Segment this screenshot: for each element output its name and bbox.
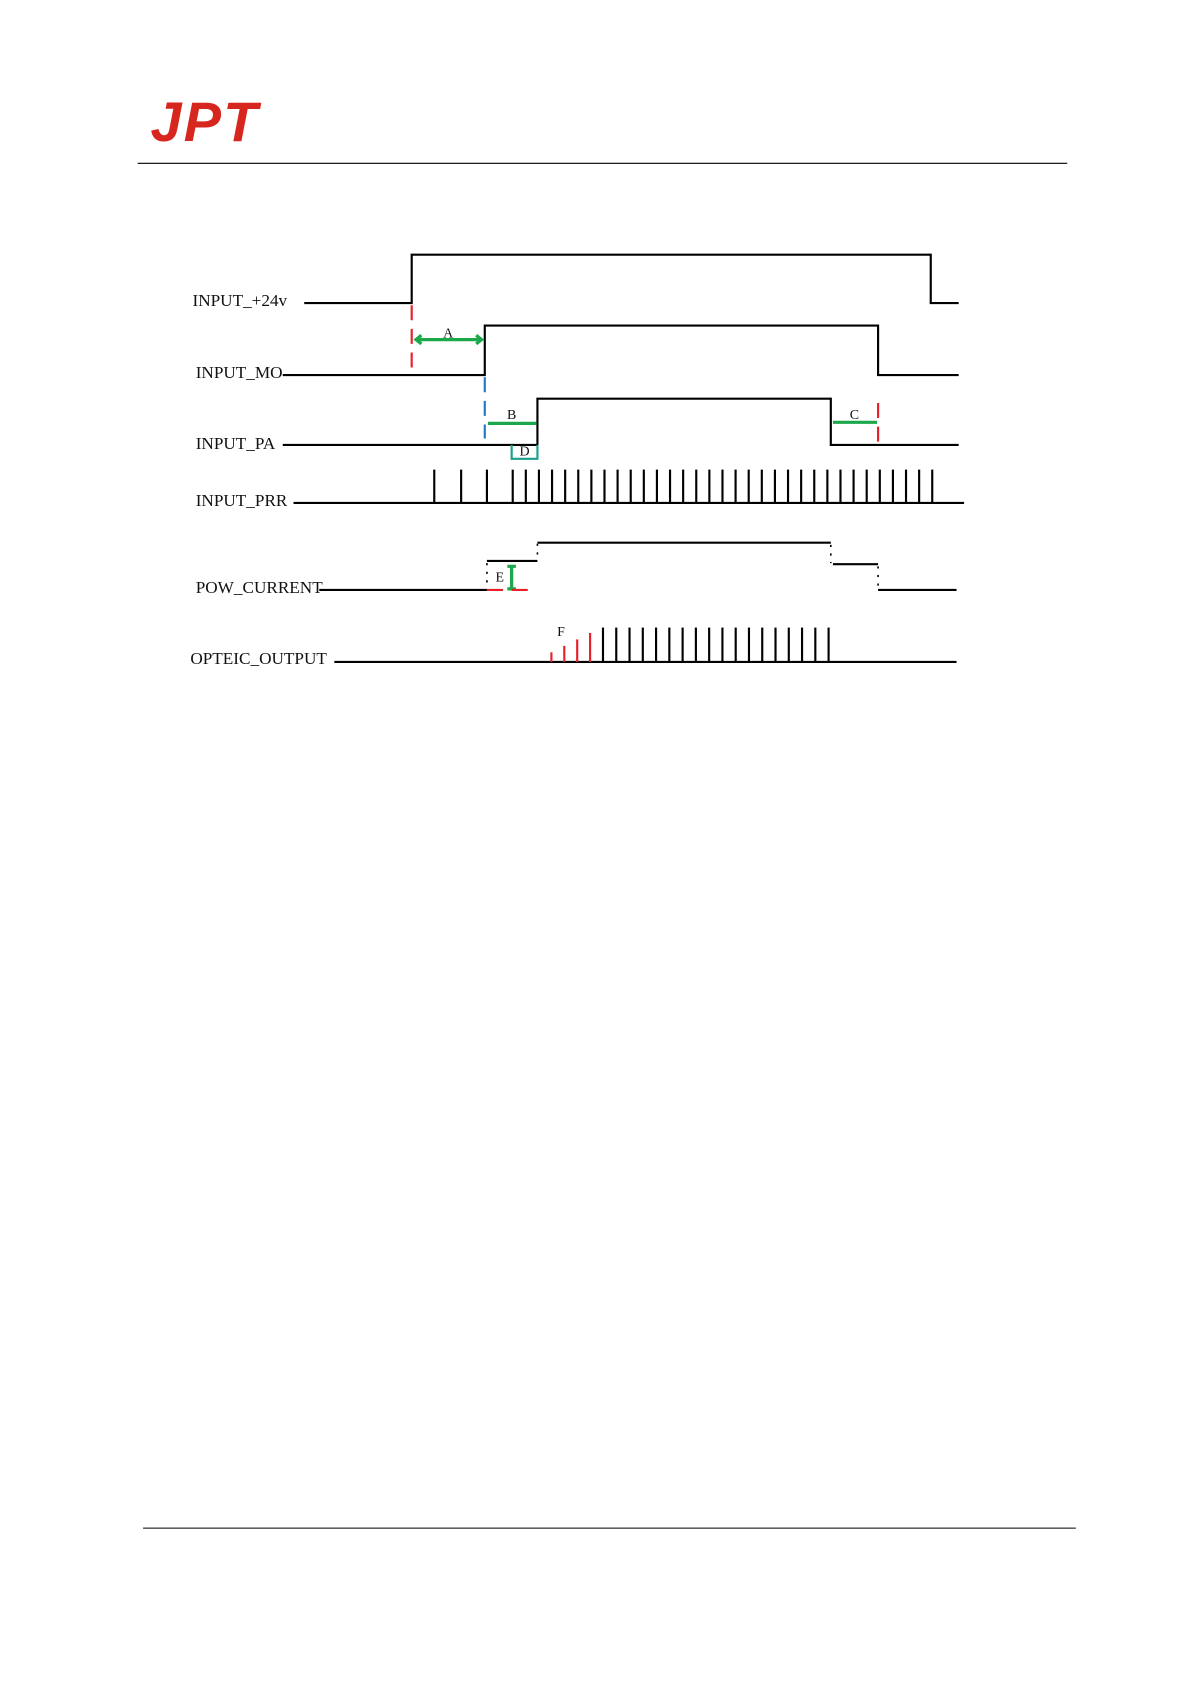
marker-label: C (850, 408, 859, 423)
logo: JPT (151, 90, 263, 153)
marker-label: A (443, 326, 453, 341)
interval-bracket (507, 564, 516, 591)
waveform (282, 324, 959, 377)
signal-label: POW_CURRENT (196, 578, 324, 597)
transition (486, 543, 879, 589)
waveform (319, 541, 957, 592)
marker-label: E (496, 570, 505, 585)
pulse-train (433, 469, 934, 503)
signal-label: INPUT_PA (196, 434, 276, 453)
signal-label: INPUT_MO (196, 363, 283, 382)
interval-arrow (413, 334, 485, 346)
signal-label: INPUT_+24v (192, 291, 287, 310)
signal-label: OPTEIC_OUTPUT (190, 649, 327, 668)
marker-label: B (507, 408, 516, 423)
waveform (282, 397, 959, 446)
marker-label: D (519, 445, 529, 460)
timing-diagram: INPUT_+24v INPUT_MO INPUT_PA INPUT_PRR P… (190, 253, 965, 668)
waveform (304, 253, 959, 305)
marker-label: F (557, 625, 565, 640)
interval-arrow (488, 420, 878, 426)
interval-bracket (510, 444, 539, 460)
timing-marker (410, 305, 880, 443)
pulse-train (550, 627, 830, 662)
signal-label: INPUT_PRR (196, 491, 288, 510)
